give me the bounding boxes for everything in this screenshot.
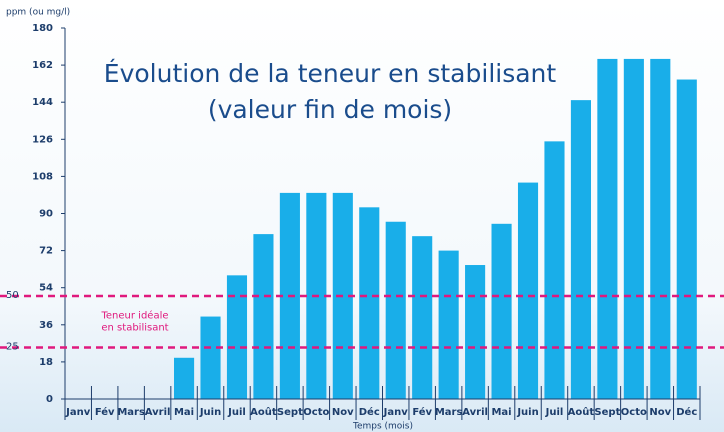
x-tick-label: Juil [227, 407, 246, 418]
bar [517, 182, 539, 399]
x-tick-label: Juin [516, 407, 538, 418]
x-tick-label: Fév [95, 406, 115, 418]
bar [438, 250, 459, 399]
x-tick-label: Fév [412, 406, 432, 418]
y-tick-label: 72 [39, 246, 53, 257]
bar [570, 100, 591, 399]
bar [359, 207, 380, 399]
bar [676, 79, 697, 400]
bar [650, 58, 671, 400]
bar [465, 265, 486, 399]
bar [226, 275, 248, 399]
chart-subtitle: (valeur fin de mois) [208, 95, 452, 124]
bar [412, 236, 433, 399]
x-tick-label: Nov [332, 407, 354, 418]
y-tick-label: 36 [39, 320, 53, 331]
bar [623, 58, 644, 400]
bar [597, 58, 618, 400]
x-tick-label: Octo [303, 407, 329, 418]
x-tick-label: Sept [277, 407, 303, 418]
reference-label: 50 [6, 290, 19, 301]
x-tick-label: Avril [462, 407, 488, 418]
x-tick-label: Sept [594, 407, 620, 418]
x-tick-label: Mai [491, 407, 511, 418]
x-tick-label: Août [250, 406, 277, 418]
x-tick-label: Mars [117, 407, 145, 418]
chart-title: Évolution de la teneur en stabilisant [104, 59, 557, 88]
annotation: Teneur idéale [100, 310, 168, 322]
x-tick-label: Nov [649, 407, 671, 418]
y-tick-label: 144 [32, 97, 53, 108]
y-tick-label: 108 [32, 171, 53, 182]
y-tick-label: 162 [32, 60, 53, 71]
reference-label: 25 [6, 341, 19, 352]
x-tick-label: Avril [145, 407, 171, 418]
y-tick-label: 18 [39, 357, 53, 368]
x-tick-label: Mars [435, 407, 463, 418]
y-tick-label: 90 [39, 209, 53, 220]
x-tick-label: Juin [199, 407, 221, 418]
annotation: en stabilisant [101, 323, 168, 334]
bar [544, 141, 565, 399]
x-tick-label: Juil [545, 407, 564, 418]
x-tick-label: Déc [359, 406, 380, 418]
x-tick-label: Mai [174, 407, 194, 418]
bar [174, 357, 195, 399]
x-tick-label: Août [568, 406, 595, 418]
bar [253, 234, 274, 399]
bar [491, 223, 512, 399]
x-tick-label: Octo [621, 407, 647, 418]
x-tick-label: Déc [676, 406, 697, 418]
y-tick-label: 0 [46, 394, 53, 405]
x-tick-label: Janv [65, 407, 91, 418]
x-axis-label: Temps (mois) [352, 422, 413, 432]
x-tick-label: Janv [383, 407, 409, 418]
bar [200, 316, 221, 399]
y-tick-label: 54 [39, 283, 53, 294]
y-tick-label: 126 [32, 134, 53, 145]
bar [385, 221, 406, 399]
y-tick-label: 180 [32, 23, 53, 34]
y-axis-label: ppm (ou mg/l) [6, 8, 70, 18]
